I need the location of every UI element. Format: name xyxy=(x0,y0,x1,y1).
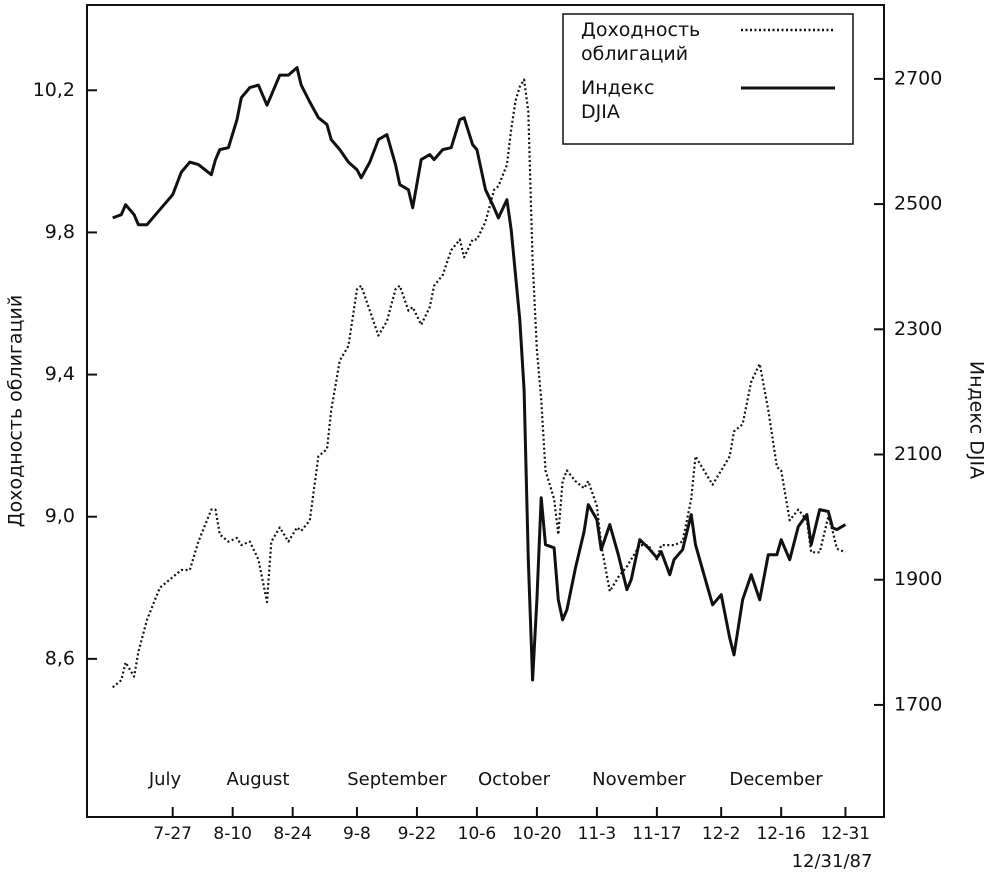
month-label: October xyxy=(478,769,551,790)
y-axis-label: Доходность облигаций xyxy=(5,295,27,527)
line-series xyxy=(111,78,846,689)
y2-tick-label: 1900 xyxy=(894,568,942,590)
month-label: November xyxy=(592,769,686,790)
month-label: July xyxy=(148,769,182,790)
y2-tick-label: 2500 xyxy=(894,193,942,215)
x-tick-label: 8-10 xyxy=(213,824,252,844)
legend-box xyxy=(562,13,854,145)
y2-tick-label: 1700 xyxy=(894,693,942,715)
date-note: 12/31/87 xyxy=(792,851,873,872)
y-tick-label: 9,0 xyxy=(45,505,75,527)
x-tick-label: 10-6 xyxy=(458,824,497,844)
month-label: December xyxy=(729,769,823,790)
month-label: August xyxy=(227,769,290,790)
y2-axis-label: Индекс DJIA xyxy=(966,361,988,479)
y-tick-label: 8,6 xyxy=(45,647,75,669)
y-tick-label: 9,8 xyxy=(45,221,75,243)
y2-tick-label: 2100 xyxy=(894,443,942,465)
x-tick-label: 12-16 xyxy=(756,824,805,844)
legend-label: Индекс DJIA xyxy=(581,77,654,123)
x-tick-label: 7-27 xyxy=(153,824,192,844)
y-tick-label: 10,2 xyxy=(33,79,75,101)
plot-frame xyxy=(86,4,885,818)
x-tick-label: 12-31 xyxy=(821,824,870,844)
month-label: September xyxy=(347,769,447,790)
x-tick-label: 10-20 xyxy=(512,824,561,844)
y2-tick-label: 2700 xyxy=(894,67,942,89)
x-tick-label: 12-2 xyxy=(702,824,741,844)
x-tick-label: 11-3 xyxy=(578,824,617,844)
line-series xyxy=(112,66,847,682)
y-tick-label: 9,4 xyxy=(45,363,75,385)
legend-label: Доходность облигаций xyxy=(581,19,700,65)
x-tick-label: 9-22 xyxy=(398,824,437,844)
x-tick-label: 8-24 xyxy=(273,824,312,844)
x-tick-label: 9-8 xyxy=(343,824,371,844)
x-tick-label: 11-17 xyxy=(632,824,681,844)
y2-tick-label: 2300 xyxy=(894,318,942,340)
